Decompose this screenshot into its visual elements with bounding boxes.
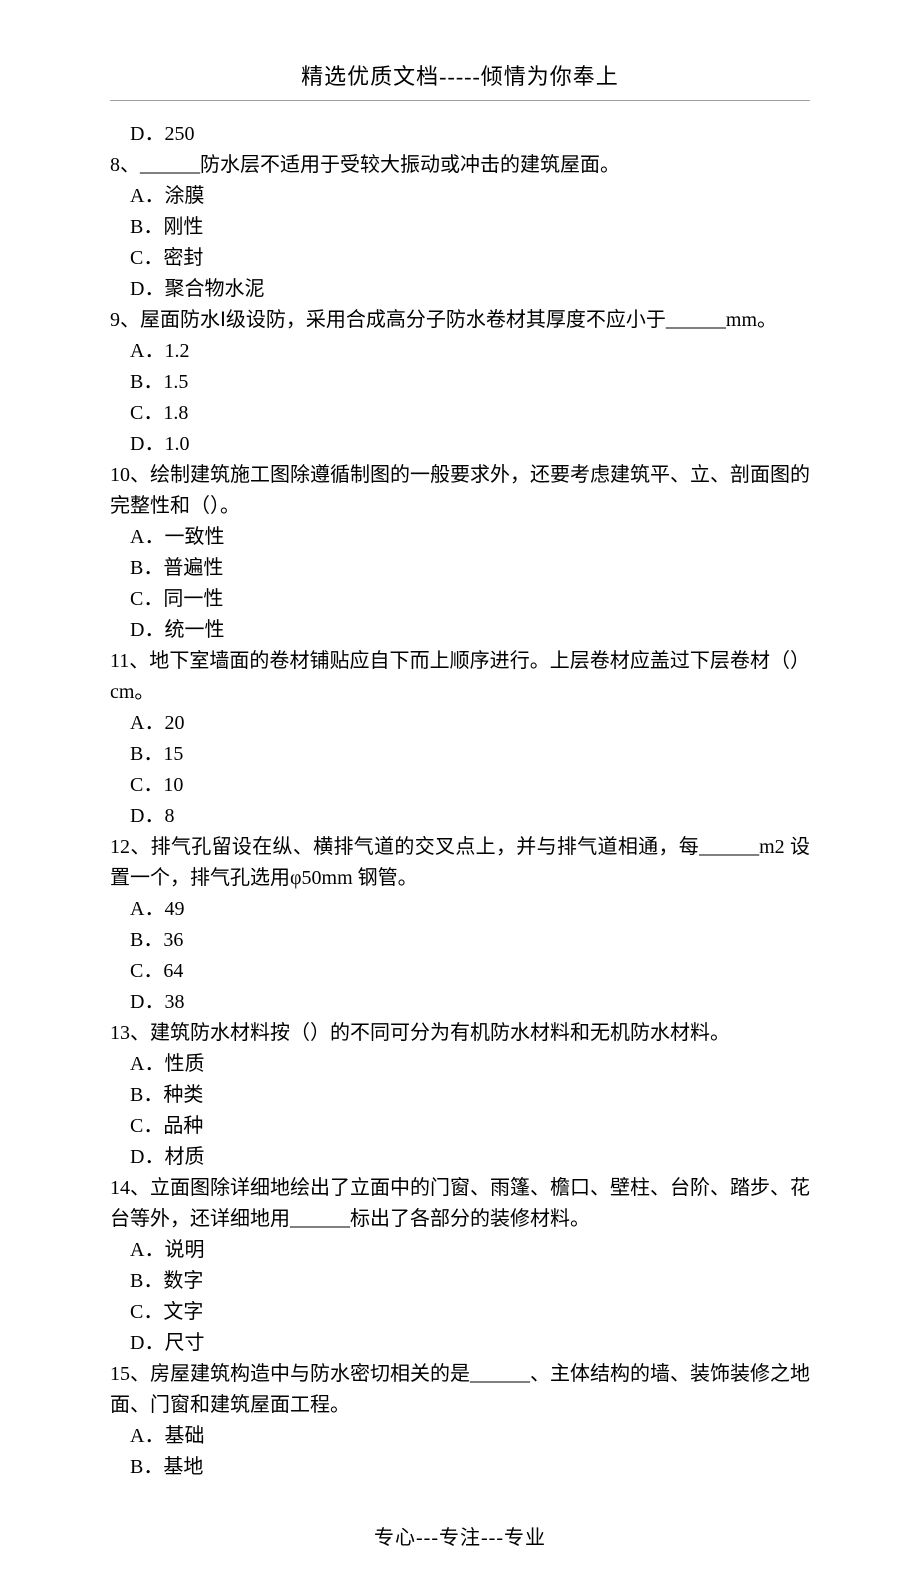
answer-option: C．1.8: [110, 398, 810, 429]
document-body: D．2508、______防水层不适用于受较大振动或冲击的建筑屋面。A．涂膜B．…: [110, 119, 810, 1483]
page-header: 精选优质文档-----倾情为你奉上: [110, 60, 810, 101]
question-text: 9、屋面防水Ⅰ级设防，采用合成高分子防水卷材其厚度不应小于______mm。: [110, 305, 810, 336]
answer-option: A．涂膜: [110, 181, 810, 212]
question-text: 13、建筑防水材料按（）的不同可分为有机防水材料和无机防水材料。: [110, 1018, 810, 1049]
answer-option: D．38: [110, 987, 810, 1018]
answer-option: B．刚性: [110, 212, 810, 243]
answer-option: D．统一性: [110, 615, 810, 646]
answer-option: B．普遍性: [110, 553, 810, 584]
question-text: 10、绘制建筑施工图除遵循制图的一般要求外，还要考虑建筑平、立、剖面图的完整性和…: [110, 460, 810, 522]
answer-option: A．说明: [110, 1235, 810, 1266]
answer-option: C．64: [110, 956, 810, 987]
answer-option: B．基地: [110, 1452, 810, 1483]
answer-option: B．15: [110, 739, 810, 770]
answer-option: B．1.5: [110, 367, 810, 398]
answer-option: C．10: [110, 770, 810, 801]
answer-option: A．1.2: [110, 336, 810, 367]
answer-option: D．250: [110, 119, 810, 150]
answer-option: B．数字: [110, 1266, 810, 1297]
answer-option: B．种类: [110, 1080, 810, 1111]
answer-option: D．聚合物水泥: [110, 274, 810, 305]
answer-option: A．性质: [110, 1049, 810, 1080]
question-text: 12、排气孔留设在纵、横排气道的交叉点上，并与排气道相通，每______m2 设…: [110, 832, 810, 894]
answer-option: D．1.0: [110, 429, 810, 460]
answer-option: A．20: [110, 708, 810, 739]
answer-option: A．基础: [110, 1421, 810, 1452]
page-footer: 专心---专注---专业: [110, 1523, 810, 1554]
answer-option: D．材质: [110, 1142, 810, 1173]
question-text: 14、立面图除详细地绘出了立面中的门窗、雨篷、檐口、壁柱、台阶、踏步、花台等外，…: [110, 1173, 810, 1235]
answer-option: C．同一性: [110, 584, 810, 615]
question-text: 15、房屋建筑构造中与防水密切相关的是______、主体结构的墙、装饰装修之地面…: [110, 1359, 810, 1421]
answer-option: C．品种: [110, 1111, 810, 1142]
document-page: 精选优质文档-----倾情为你奉上 D．2508、______防水层不适用于受较…: [0, 0, 920, 1594]
question-text: 11、地下室墙面的卷材铺贴应自下而上顺序进行。上层卷材应盖过下层卷材（）cm。: [110, 646, 810, 708]
answer-option: B．36: [110, 925, 810, 956]
answer-option: A．一致性: [110, 522, 810, 553]
answer-option: D．尺寸: [110, 1328, 810, 1359]
answer-option: A．49: [110, 894, 810, 925]
question-text: 8、______防水层不适用于受较大振动或冲击的建筑屋面。: [110, 150, 810, 181]
answer-option: D．8: [110, 801, 810, 832]
answer-option: C．密封: [110, 243, 810, 274]
